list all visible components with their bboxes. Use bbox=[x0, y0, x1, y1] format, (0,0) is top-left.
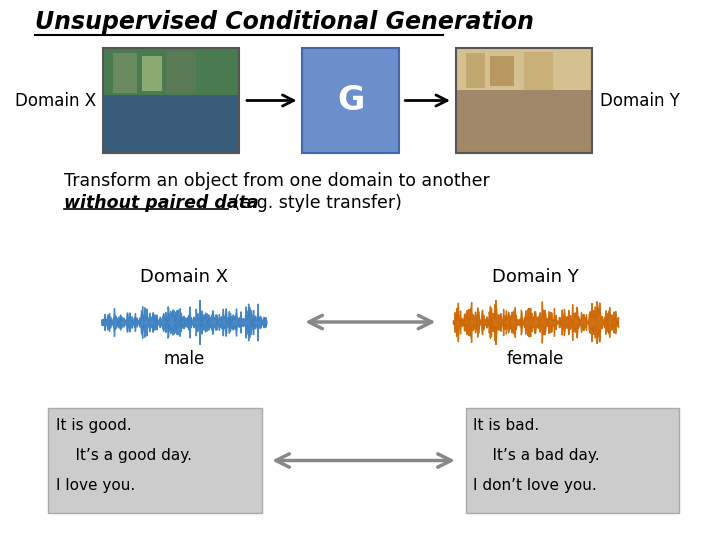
Bar bbox=[166, 51, 196, 93]
Bar bbox=[490, 56, 514, 86]
Bar bbox=[524, 52, 553, 90]
Text: Domain Y: Domain Y bbox=[492, 268, 579, 286]
Text: Domain Y: Domain Y bbox=[600, 91, 680, 110]
Text: female: female bbox=[507, 350, 564, 368]
Text: It is good.: It is good. bbox=[55, 418, 131, 433]
Text: Transform an object from one domain to another: Transform an object from one domain to a… bbox=[64, 172, 490, 190]
Text: G: G bbox=[337, 84, 364, 117]
Text: Unsupervised Conditional Generation: Unsupervised Conditional Generation bbox=[35, 10, 534, 34]
Text: Domain X: Domain X bbox=[140, 268, 228, 286]
Bar bbox=[466, 408, 679, 513]
Bar bbox=[103, 95, 239, 153]
Bar bbox=[103, 48, 239, 95]
Bar bbox=[103, 48, 239, 153]
Bar bbox=[456, 48, 592, 153]
Bar bbox=[456, 90, 592, 153]
Bar bbox=[456, 48, 592, 90]
Text: Domain X: Domain X bbox=[15, 91, 96, 110]
Bar bbox=[142, 56, 161, 91]
Text: without paired data: without paired data bbox=[64, 194, 259, 212]
Text: I love you.: I love you. bbox=[55, 478, 135, 493]
Text: I don’t love you.: I don’t love you. bbox=[473, 478, 597, 493]
Bar bbox=[113, 53, 138, 93]
Text: (e.g. style transfer): (e.g. style transfer) bbox=[228, 194, 402, 212]
Bar bbox=[466, 53, 485, 88]
Bar bbox=[302, 48, 400, 153]
Text: male: male bbox=[163, 350, 204, 368]
Bar bbox=[48, 408, 261, 513]
Text: It’s a bad day.: It’s a bad day. bbox=[473, 448, 600, 463]
Text: It’s a good day.: It’s a good day. bbox=[55, 448, 192, 463]
Text: It is bad.: It is bad. bbox=[473, 418, 539, 433]
